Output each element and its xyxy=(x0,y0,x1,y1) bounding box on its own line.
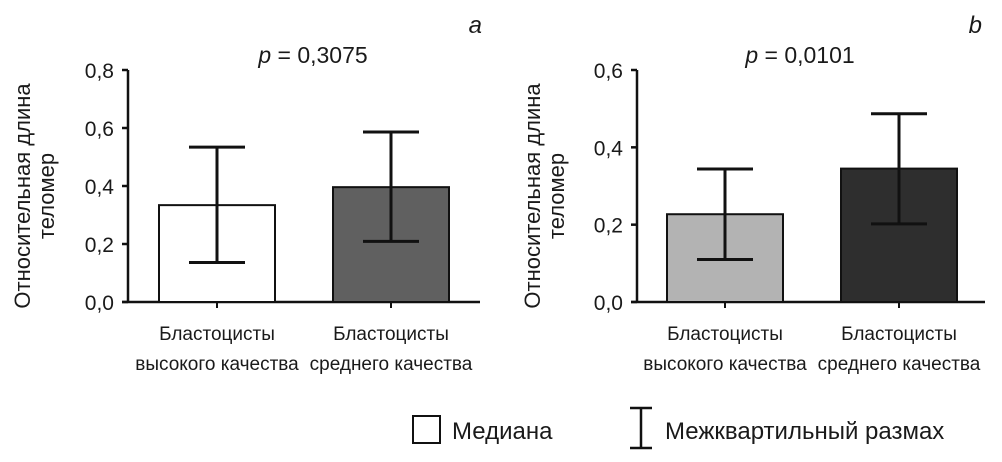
legend: Медиана Межквартильный размах xyxy=(412,406,944,450)
y-axis-label: Относительная длинателомер xyxy=(10,83,59,309)
y-tick-label: 0,2 xyxy=(85,234,114,257)
x-tick-label: среднего качества xyxy=(310,354,473,375)
x-tick-label: Бластоцисты xyxy=(333,324,449,345)
x-tick-label: Бластоцисты xyxy=(159,324,275,345)
x-tick-label: Бластоцисты xyxy=(667,324,783,345)
y-tick-label: 0,0 xyxy=(85,292,114,315)
p-value-label: p = 0,0101 xyxy=(744,42,854,68)
x-tick-label: высокого качества xyxy=(643,354,807,375)
x-tick-label: среднего качества xyxy=(818,354,981,375)
y-tick-label: 0,6 xyxy=(594,60,623,83)
legend-median-label: Медиана xyxy=(452,418,553,445)
x-tick-label: Бластоцисты xyxy=(841,324,957,345)
panel-b: b p = 0,0101 Относительная длинателомер 0,0… xyxy=(520,12,985,375)
p-value-label: p = 0,3075 xyxy=(257,42,367,68)
y-axis-label: Относительная длинателомер xyxy=(520,83,569,309)
x-tick-label: высокого качества xyxy=(135,354,299,375)
legend-median-swatch xyxy=(412,415,441,444)
legend-iqr-label: Межквартильный размах xyxy=(665,418,944,445)
y-tick-label: 0,4 xyxy=(85,176,115,199)
y-tick-label: 0,0 xyxy=(594,292,623,315)
panel-letter: a xyxy=(469,12,482,39)
y-tick-label: 0,8 xyxy=(85,60,114,83)
panel-letter: b xyxy=(969,12,982,39)
y-tick-label: 0,2 xyxy=(594,215,623,238)
y-tick-label: 0,4 xyxy=(594,137,624,160)
y-tick-label: 0,6 xyxy=(85,118,114,141)
panel-a: a p = 0,3075 Относительная длинателомер 0,0… xyxy=(10,12,482,375)
